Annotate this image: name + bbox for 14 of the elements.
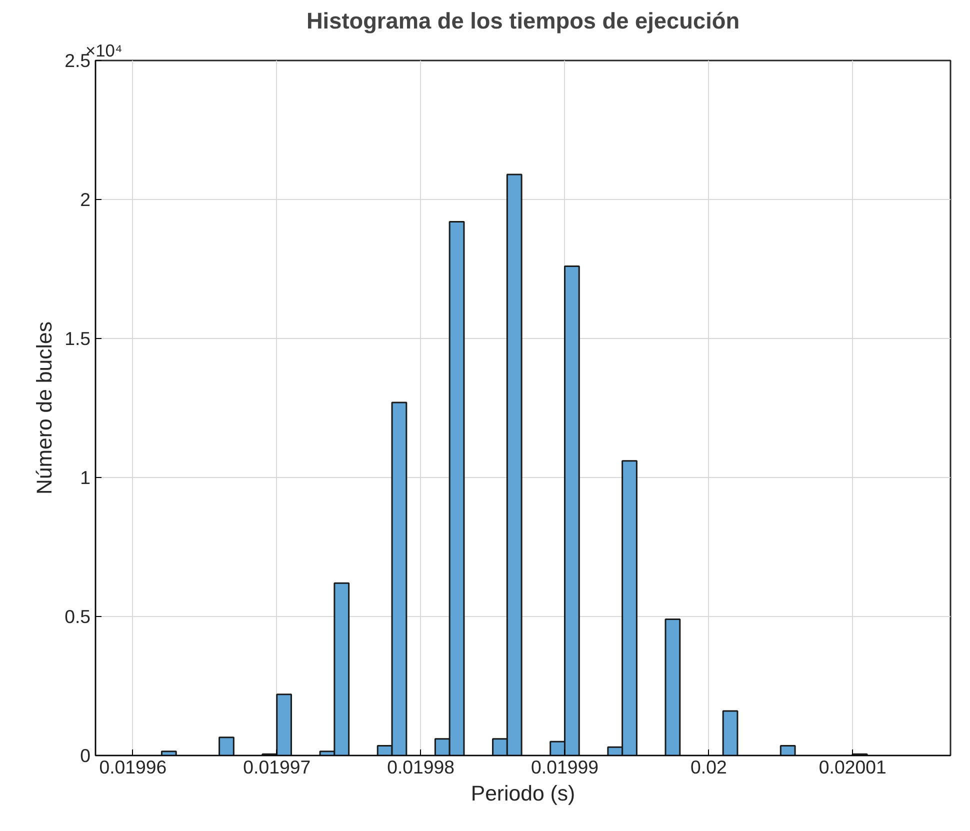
x-tick-label: 0.01997 bbox=[243, 756, 311, 778]
x-tick-label: 0.01999 bbox=[531, 756, 598, 778]
y-tick-label: 1.5 bbox=[64, 328, 91, 349]
y-tick-label: 2 bbox=[80, 189, 91, 210]
chart-title: Histograma de los tiempos de ejecución bbox=[306, 8, 740, 34]
y-tick-label: 0.5 bbox=[64, 606, 91, 627]
x-tick-label: 0.02 bbox=[690, 756, 727, 778]
x-axis-title: Periodo (s) bbox=[470, 782, 576, 806]
x-tick-label: 0.02001 bbox=[818, 756, 886, 778]
x-tick-label: 0.01996 bbox=[99, 756, 167, 778]
y-axis-title: Número de bucles bbox=[32, 321, 57, 495]
y-tick-label: 1 bbox=[80, 467, 91, 488]
x-tick-label: 0.01998 bbox=[387, 756, 455, 778]
y-tick-label: 0 bbox=[80, 745, 91, 766]
